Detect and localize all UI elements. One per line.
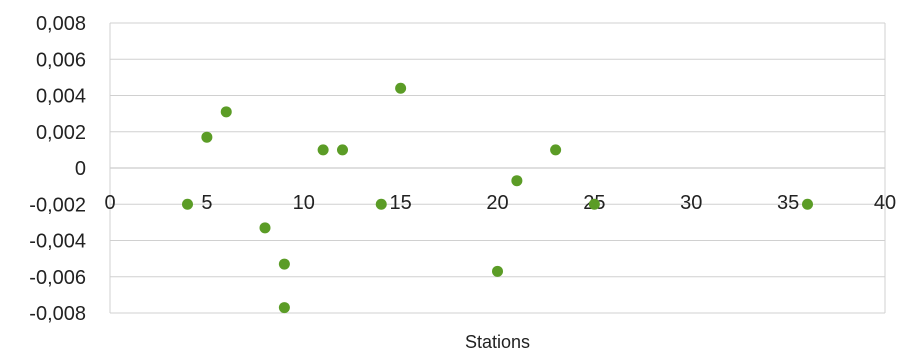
data-point xyxy=(337,144,348,156)
y-tick-label: 0,008 xyxy=(36,13,86,35)
y-tick-label: 0,006 xyxy=(36,49,86,71)
data-point xyxy=(492,265,503,277)
grid-layer xyxy=(109,22,886,314)
y-tick-label: -0,008 xyxy=(29,303,86,325)
data-point xyxy=(317,144,329,156)
data-point xyxy=(395,82,407,94)
y-tick-label: 0,004 xyxy=(36,86,86,108)
data-point xyxy=(375,198,387,210)
y-tick-label: -0,002 xyxy=(29,194,86,216)
y-tick-label: -0,004 xyxy=(29,231,86,253)
data-point xyxy=(220,106,232,118)
x-tick-label: 10 xyxy=(293,192,315,214)
data-point xyxy=(802,198,813,210)
x-tick-labels: 0510152025303540 xyxy=(104,192,896,214)
x-tick-label: 5 xyxy=(201,192,212,214)
x-tick-label: 40 xyxy=(874,192,896,214)
x-tick-label: 20 xyxy=(486,192,508,214)
data-point xyxy=(182,198,193,210)
data-point xyxy=(259,222,271,234)
y-tick-label: -0,006 xyxy=(29,267,86,289)
data-point xyxy=(550,144,562,156)
data-point xyxy=(511,175,523,187)
data-point xyxy=(278,258,290,270)
x-tick-label: 0 xyxy=(104,192,115,214)
x-axis-title: Stations xyxy=(465,332,530,352)
y-tick-labels: 0,008 0,006 0,004 0,002 0 -0,002 -0,004 -0,006 -… xyxy=(29,13,86,325)
x-tick-label: 15 xyxy=(390,192,412,214)
y-tick-label: 0 xyxy=(75,158,86,180)
data-point xyxy=(588,198,600,210)
data-point xyxy=(201,131,213,143)
x-tick-label: 30 xyxy=(680,192,702,214)
x-tick-label: 35 xyxy=(777,192,799,214)
y-tick-label: 0,002 xyxy=(36,122,86,144)
data-point xyxy=(278,302,290,314)
data-points xyxy=(182,82,813,314)
